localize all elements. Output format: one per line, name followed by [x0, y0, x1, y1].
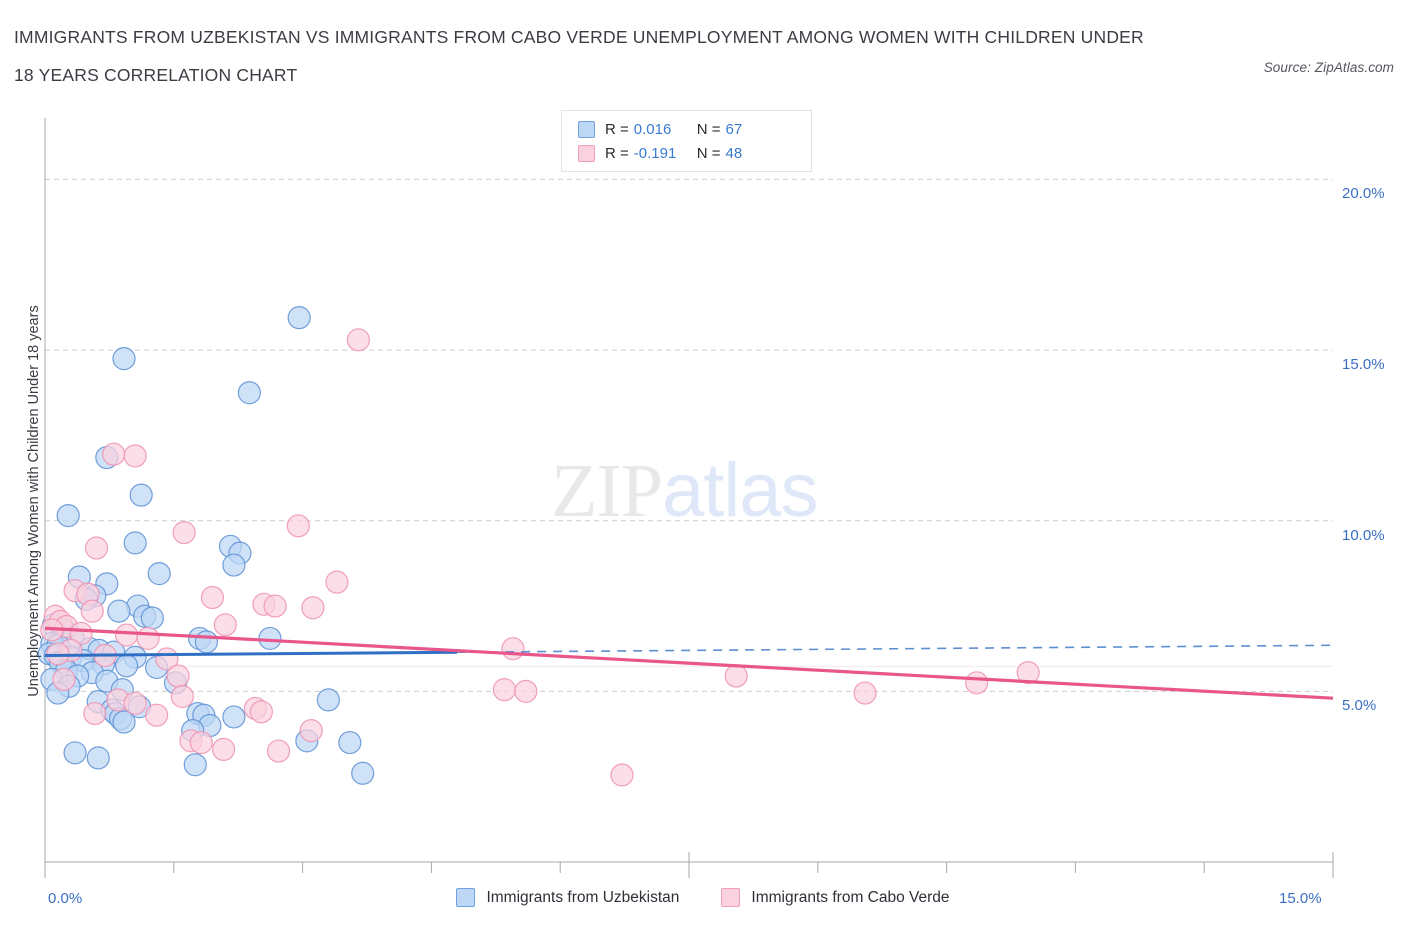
r-value-uzbekistan: 0.016: [633, 120, 672, 138]
source-label: Source: ZipAtlas.com: [1263, 60, 1394, 75]
data-point: [129, 483, 153, 507]
data-point: [46, 642, 70, 666]
trend-line-uzbekistan-projection: [457, 644, 1334, 654]
data-point: [123, 691, 147, 715]
y-axis-tick-label: 20.0%: [1342, 185, 1385, 203]
data-point: [965, 671, 989, 695]
r-label-uzbekistan: R =: [605, 120, 629, 138]
n-label-uzbekistan: N =: [696, 120, 721, 138]
data-point: [189, 730, 213, 755]
data-point: [338, 730, 362, 755]
legend-label-cabo-verde: Immigrants from Cabo Verde: [751, 888, 950, 906]
data-point: [501, 637, 525, 661]
data-point: [140, 606, 164, 630]
gridlines: [45, 178, 1333, 692]
data-point: [200, 585, 225, 610]
data-point: [147, 562, 171, 586]
data-point: [222, 705, 246, 729]
data-point: [853, 681, 877, 705]
data-point: [123, 444, 147, 468]
data-point: [56, 503, 80, 528]
data-point: [194, 630, 219, 654]
data-point: [145, 703, 169, 727]
y-axis-tick-label: 5.0%: [1342, 697, 1377, 715]
title-line-2: 18 YEARS CORRELATION CHART: [14, 65, 298, 85]
y-axis-title: Unemployment Among Women with Children U…: [26, 305, 42, 697]
data-point: [123, 531, 147, 555]
data-point: [351, 761, 375, 785]
title-line-1: IMMIGRANTS FROM UZBEKISTAN VS IMMIGRANTS…: [14, 27, 1144, 47]
data-point: [237, 381, 261, 405]
data-point: [492, 678, 516, 702]
axis-tick-marks: [44, 852, 1334, 878]
series-swatch-uzbekistan-icon: [578, 120, 595, 138]
series-swatch-cabo-verde-icon: [578, 144, 595, 162]
axis-lines: [44, 118, 1333, 863]
n-label-cabo-verde: N =: [696, 144, 721, 162]
y-axis-tick-label: 15.0%: [1342, 356, 1385, 374]
data-point: [316, 688, 340, 712]
data-point: [724, 664, 748, 688]
data-point: [102, 442, 126, 466]
r-label-cabo-verde: R =: [605, 144, 629, 162]
data-point: [63, 741, 87, 765]
data-point: [107, 599, 131, 623]
data-point: [213, 613, 237, 637]
trend-line-cabo-verde: [44, 626, 1334, 700]
data-point: [84, 536, 109, 560]
r-value-cabo-verde: -0.191: [633, 144, 677, 162]
data-point: [80, 599, 104, 623]
data-point: [170, 684, 194, 709]
legend-swatch-uzbekistan-icon: [456, 888, 476, 907]
data-point: [112, 710, 136, 734]
y-axis-tick-label: 10.0%: [1342, 526, 1385, 544]
stats-row-cabo-verde: R = -0.191 N = 48: [562, 141, 811, 165]
chart-legend: Immigrants from Uzbekistan Immigrants fr…: [0, 888, 1406, 907]
trend-lines: [44, 626, 1334, 700]
data-point: [266, 739, 291, 763]
data-point: [112, 347, 136, 371]
data-point: [86, 746, 110, 770]
data-point: [222, 553, 246, 577]
data-point: [610, 763, 634, 787]
data-point: [172, 521, 196, 545]
legend-label-uzbekistan: Immigrants from Uzbekistan: [486, 888, 680, 906]
legend-item-uzbekistan[interactable]: Immigrants from Uzbekistan: [456, 888, 679, 907]
data-points: [37, 306, 1040, 787]
data-point: [83, 701, 107, 726]
data-point: [287, 306, 311, 330]
correlation-stats-box: R = 0.016 N = 67 R = -0.191 N = 48: [561, 110, 812, 172]
x-axis-tick-label: 0.0%: [48, 890, 83, 907]
legend-swatch-cabo-verde-icon: [721, 888, 741, 907]
data-point: [212, 737, 236, 761]
trend-line-uzbekistan: [44, 650, 458, 658]
data-point: [114, 654, 139, 678]
data-point: [299, 719, 323, 743]
data-point: [301, 596, 325, 620]
legend-item-cabo-verde[interactable]: Immigrants from Cabo Verde: [721, 888, 950, 907]
n-value-uzbekistan: 67: [725, 120, 743, 138]
data-point: [325, 570, 349, 594]
data-point: [69, 621, 93, 645]
x-axis-tick-label: 15.0%: [1279, 890, 1322, 907]
data-point: [514, 679, 538, 703]
data-point: [166, 664, 190, 688]
n-value-cabo-verde: 48: [725, 144, 743, 162]
chart-header: IMMIGRANTS FROM UZBEKISTAN VS IMMIGRANTS…: [0, 0, 1406, 95]
data-point: [183, 753, 207, 777]
data-point: [346, 328, 371, 352]
stats-row-uzbekistan: R = 0.016 N = 67: [562, 117, 811, 141]
data-point: [263, 594, 287, 618]
data-point: [249, 700, 273, 724]
data-point: [114, 623, 139, 647]
data-point: [136, 626, 160, 651]
data-point: [52, 667, 76, 692]
data-point: [1016, 660, 1040, 685]
data-point: [286, 514, 310, 538]
page-title: IMMIGRANTS FROM UZBEKISTAN VS IMMIGRANTS…: [14, 18, 1204, 94]
